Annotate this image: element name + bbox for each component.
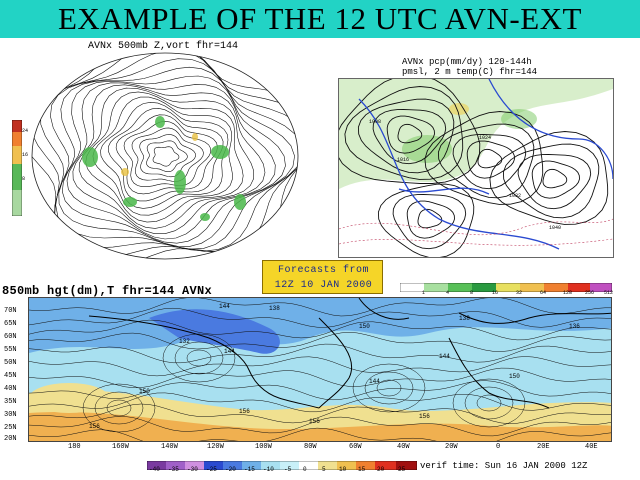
height-contour: [66, 82, 276, 240]
isobar: [397, 123, 423, 144]
height-contour: [72, 84, 266, 234]
svg-text:156: 156: [239, 408, 250, 415]
map-850-svg: 144 138 132 150 156 144 150 138 156 144 …: [29, 298, 611, 441]
height-contour-850: [29, 298, 611, 317]
height-contour-850: [29, 356, 611, 377]
height-contour-850: [29, 403, 611, 424]
svg-text:144: 144: [369, 378, 380, 385]
svg-text:150: 150: [509, 373, 520, 380]
isobar: [392, 194, 467, 250]
verification-time: verif time: Sun 16 JAN 2000 12Z: [420, 461, 588, 471]
isobar: [357, 98, 455, 174]
height-contour: [123, 120, 212, 187]
polar-boundary: [31, 52, 299, 260]
height-contour-closed: [452, 378, 526, 428]
isobar: [489, 131, 609, 225]
vorticity-colorbar: [11, 119, 23, 217]
isobar: [531, 160, 580, 199]
svg-text:144: 144: [439, 353, 450, 360]
isobar: [466, 140, 515, 179]
height-contour: [100, 101, 229, 209]
height-contour-closed: [186, 349, 212, 367]
isobar: [502, 143, 600, 219]
isobar: [437, 123, 535, 199]
svg-text:138: 138: [459, 315, 470, 322]
isobar: [377, 183, 475, 259]
svg-text:1032: 1032: [509, 193, 521, 199]
isobar: [386, 115, 435, 154]
isobar: [542, 168, 568, 189]
svg-text:132: 132: [179, 338, 190, 345]
isobar: [452, 134, 527, 190]
isobar: [372, 109, 447, 165]
map-pcp-svg: 1008 1016 1024 1032 1040: [334, 74, 614, 259]
temperature-colorbar: [146, 457, 418, 471]
height-contour: [115, 114, 218, 195]
height-contour-closed: [364, 371, 414, 405]
svg-text:1016: 1016: [397, 157, 409, 163]
isobar: [344, 86, 464, 180]
height-contour: [61, 75, 286, 244]
height-contour-closed: [352, 363, 426, 413]
isobar: [517, 154, 592, 210]
svg-text:144: 144: [219, 303, 230, 310]
panel-pcp-title-2: pmsl, 2 m temp(C) fhr=144: [402, 67, 538, 77]
map-500mb-svg: [31, 52, 299, 260]
isobar: [477, 148, 503, 169]
height-contour-closed: [376, 379, 402, 397]
svg-text:136: 136: [569, 323, 580, 330]
svg-text:156: 156: [89, 423, 100, 430]
svg-text:150: 150: [139, 388, 150, 395]
height-contour-closed: [476, 394, 502, 412]
svg-text:1040: 1040: [549, 225, 561, 231]
height-contour-850: [29, 332, 611, 352]
map-850mb[interactable]: 144 138 132 150 156 144 150 138 156 144 …: [28, 297, 612, 442]
panel-500mb-title: AVNx 500mb Z,vort fhr=144: [88, 41, 239, 52]
map-500mb-polar[interactable]: [30, 52, 300, 260]
height-contour: [146, 140, 188, 172]
precip-colorbar: [399, 279, 613, 293]
height-contour-850: [29, 380, 611, 401]
isobar: [424, 111, 544, 205]
page-title: EXAMPLE OF THE 12 UTC AVN-EXT: [57, 1, 582, 36]
svg-text:138: 138: [269, 305, 280, 312]
height-contour-closed: [162, 333, 236, 383]
svg-text:156: 156: [419, 413, 430, 420]
isobar: [417, 208, 443, 229]
height-contour-850: [29, 319, 611, 341]
height-contour-850: [29, 343, 611, 364]
height-contour-850: [29, 367, 611, 388]
panel-850-title: 850mb hgt(dm),T fhr=144 AVNx: [2, 284, 213, 298]
svg-text:1024: 1024: [479, 135, 491, 141]
height-contour: [152, 146, 180, 167]
svg-text:1008: 1008: [369, 119, 381, 125]
height-contour-850: [29, 416, 611, 437]
height-contour-closed: [94, 391, 144, 425]
forecast-label: Forecasts from: [277, 265, 369, 276]
map-pcp-pmsl[interactable]: 1008 1016 1024 1032 1040: [334, 74, 614, 259]
height-contour-closed: [106, 399, 132, 417]
height-contour: [50, 58, 298, 250]
height-contour-closed: [82, 383, 156, 433]
height-contour: [108, 107, 224, 202]
height-contour-closed: [464, 386, 514, 420]
panel-pcp-title-1: AVNx pcp(mm/dy) 120-144h: [402, 57, 532, 67]
title-banner: [0, 0, 640, 38]
svg-text:144: 144: [224, 348, 235, 355]
height-contour-closed: [174, 341, 224, 375]
isobar: [406, 200, 455, 239]
svg-text:156: 156: [309, 418, 320, 425]
height-contour-850: [29, 427, 611, 441]
forecast-init-box: Forecasts from 12Z 10 JAN 2000: [262, 260, 383, 294]
svg-text:150: 150: [359, 323, 370, 330]
forecast-date: 12Z 10 JAN 2000: [274, 280, 373, 291]
